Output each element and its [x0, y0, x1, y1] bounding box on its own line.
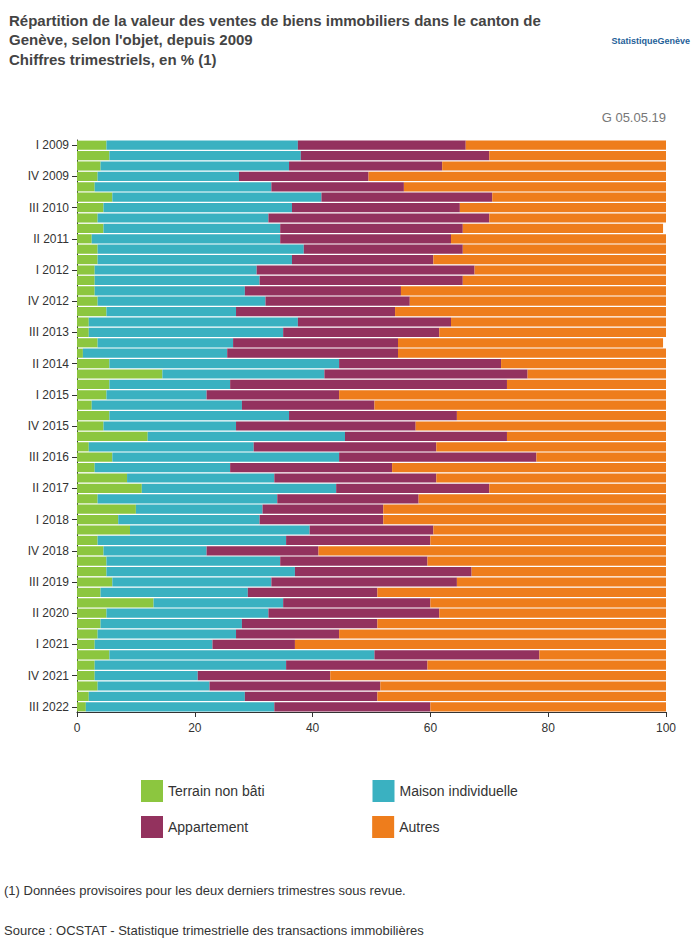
svg-text:I 2018: I 2018 — [36, 513, 70, 527]
svg-text:I 2021: I 2021 — [36, 637, 70, 651]
svg-text:I 2012: I 2012 — [36, 263, 70, 277]
svg-text:0: 0 — [74, 721, 81, 735]
svg-text:I 2009: I 2009 — [36, 138, 70, 152]
svg-text:I 2015: I 2015 — [36, 388, 70, 402]
svg-text:Chiffres trimestriels, en % (1: Chiffres trimestriels, en % (1) — [9, 51, 217, 68]
svg-text:IV 2021: IV 2021 — [28, 669, 70, 683]
svg-text:(1) Données provisoires pour l: (1) Données provisoires pour les deux de… — [4, 883, 406, 898]
svg-text:IV 2015: IV 2015 — [28, 419, 70, 433]
svg-text:60: 60 — [424, 721, 438, 735]
svg-text:III 2019: III 2019 — [29, 575, 69, 589]
svg-text:IV 2009: IV 2009 — [28, 169, 70, 183]
svg-text:Genève, selon l'objet, depuis: Genève, selon l'objet, depuis 2009 — [9, 31, 253, 48]
svg-text:III 2013: III 2013 — [29, 325, 69, 339]
svg-text:20: 20 — [188, 721, 202, 735]
svg-text:Source : OCSTAT - Statistique: Source : OCSTAT - Statistique trimestrie… — [4, 923, 424, 938]
svg-text:IV 2012: IV 2012 — [28, 294, 70, 308]
svg-text:40: 40 — [306, 721, 320, 735]
svg-text:III 2016: III 2016 — [29, 450, 69, 464]
svg-text:Répartition de la valeur des v: Répartition de la valeur des ventes de b… — [9, 12, 545, 29]
svg-text:Maison individuelle: Maison individuelle — [400, 783, 519, 799]
svg-text:III 2022: III 2022 — [29, 700, 69, 714]
svg-text:G 05.05.19: G 05.05.19 — [602, 110, 666, 125]
svg-text:100: 100 — [656, 721, 676, 735]
svg-text:StatistiqueGenève: StatistiqueGenève — [611, 36, 690, 46]
svg-text:II 2011: II 2011 — [33, 232, 69, 246]
svg-text:Terrain non bâti: Terrain non bâti — [168, 783, 265, 799]
svg-text:Autres: Autres — [399, 819, 439, 835]
svg-text:III 2010: III 2010 — [29, 201, 69, 215]
svg-text:II 2020: II 2020 — [32, 606, 69, 620]
svg-text:II 2014: II 2014 — [32, 357, 69, 371]
svg-text:80: 80 — [542, 721, 556, 735]
svg-text:II 2017: II 2017 — [32, 481, 69, 495]
svg-text:IV 2018: IV 2018 — [28, 544, 70, 558]
svg-text:Appartement: Appartement — [168, 819, 248, 835]
